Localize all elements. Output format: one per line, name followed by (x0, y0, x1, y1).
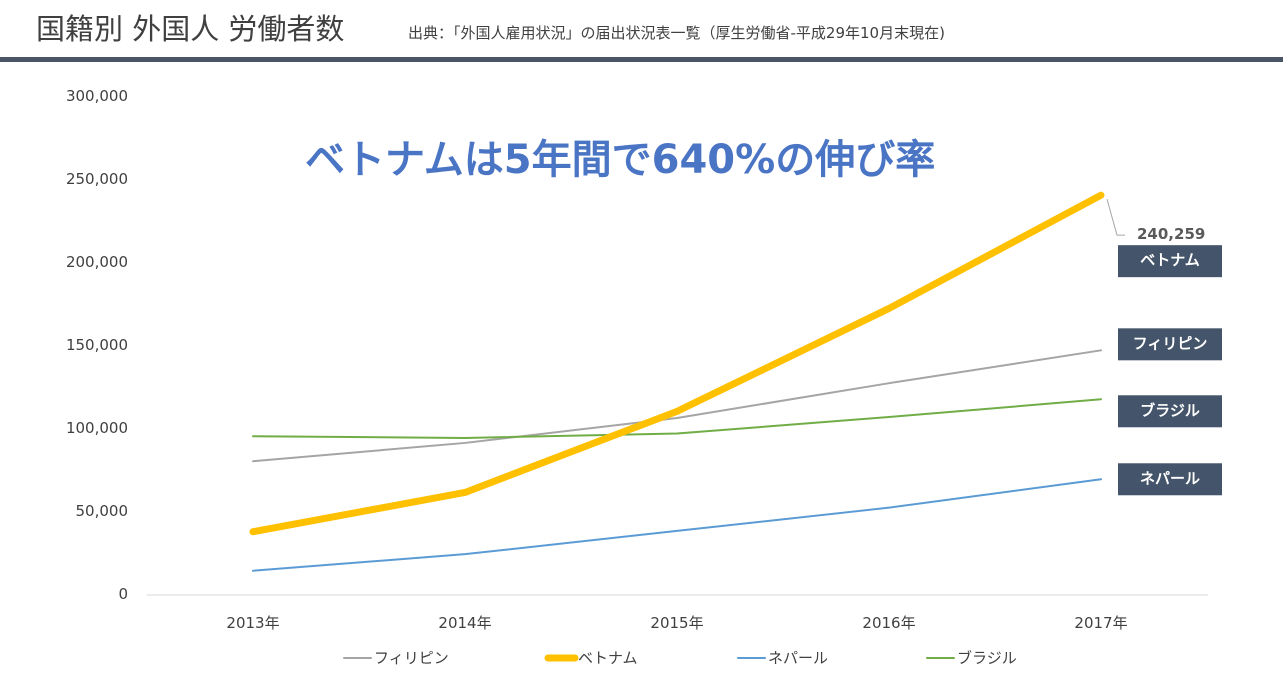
badge-box (1118, 395, 1222, 428)
legend-item: フィリピン (343, 649, 449, 667)
page-title: 国籍別 外国人 労働者数 (36, 12, 345, 46)
line-chart: 0 50,000 100,000 150,000 200,000 250,000 300,0… (66, 87, 1222, 667)
y-tick-label: 50,000 (76, 502, 129, 520)
x-axis: 2013年 2014年 2015年 2016年 2017年 (147, 594, 1208, 632)
legend-label: ベトナム (578, 649, 638, 667)
badge-box (1118, 245, 1222, 278)
y-axis: 0 50,000 100,000 150,000 200,000 250,000 300,0… (66, 87, 128, 603)
series-lines (249, 191, 1105, 572)
badge-label: ネパール (1140, 469, 1200, 487)
series-line (252, 398, 1102, 439)
y-tick-label: 0 (118, 585, 128, 603)
series-line (249, 191, 1105, 536)
callout-leader-line (1106, 199, 1125, 236)
callouts: 240,259 (1106, 199, 1205, 243)
legend-item: ベトナム (544, 649, 638, 667)
series-line (252, 349, 1102, 463)
header-rule (0, 57, 1283, 62)
series-badge: ネパール (1118, 463, 1222, 496)
series-badge: ベトナム (1118, 245, 1222, 278)
header: 国籍別 外国人 労働者数 出典：「外国人雇用状況」の届出状況表一覧（厚生労働省-… (0, 0, 1283, 62)
badge-label: ベトナム (1140, 251, 1200, 269)
series-line (252, 478, 1102, 572)
badge-label: ブラジル (1140, 401, 1200, 419)
series-badge: ブラジル (1118, 395, 1222, 428)
legend-label: ネパール (768, 649, 828, 667)
source-note: 出典：「外国人雇用状況」の届出状況表一覧（厚生労働省-平成29年10月末現在) (408, 24, 945, 42)
badge-label: フィリピン (1133, 334, 1208, 352)
legend-label: フィリピン (374, 649, 449, 667)
x-tick-label: 2014年 (438, 614, 491, 632)
legend-item: ブラジル (926, 649, 1017, 667)
y-tick-label: 150,000 (66, 336, 128, 354)
legend-item: ネパール (737, 649, 828, 667)
y-tick-label: 250,000 (66, 170, 128, 188)
y-tick-label: 200,000 (66, 253, 128, 271)
x-tick-label: 2013年 (226, 614, 279, 632)
badge-box (1118, 463, 1222, 496)
chart-headline: ベトナムは5年間で640%の伸び率 (305, 137, 935, 183)
y-tick-label: 100,000 (66, 419, 128, 437)
data-label: 240,259 (1137, 225, 1205, 243)
series-badge: フィリピン (1118, 328, 1222, 361)
legend: フィリピン ベトナム ネパール ブラジル (343, 649, 1017, 667)
x-tick-label: 2015年 (650, 614, 703, 632)
legend-label: ブラジル (957, 649, 1017, 667)
x-tick-label: 2016年 (862, 614, 915, 632)
y-tick-label: 300,000 (66, 87, 128, 105)
x-tick-label: 2017年 (1074, 614, 1127, 632)
badge-box (1118, 328, 1222, 361)
